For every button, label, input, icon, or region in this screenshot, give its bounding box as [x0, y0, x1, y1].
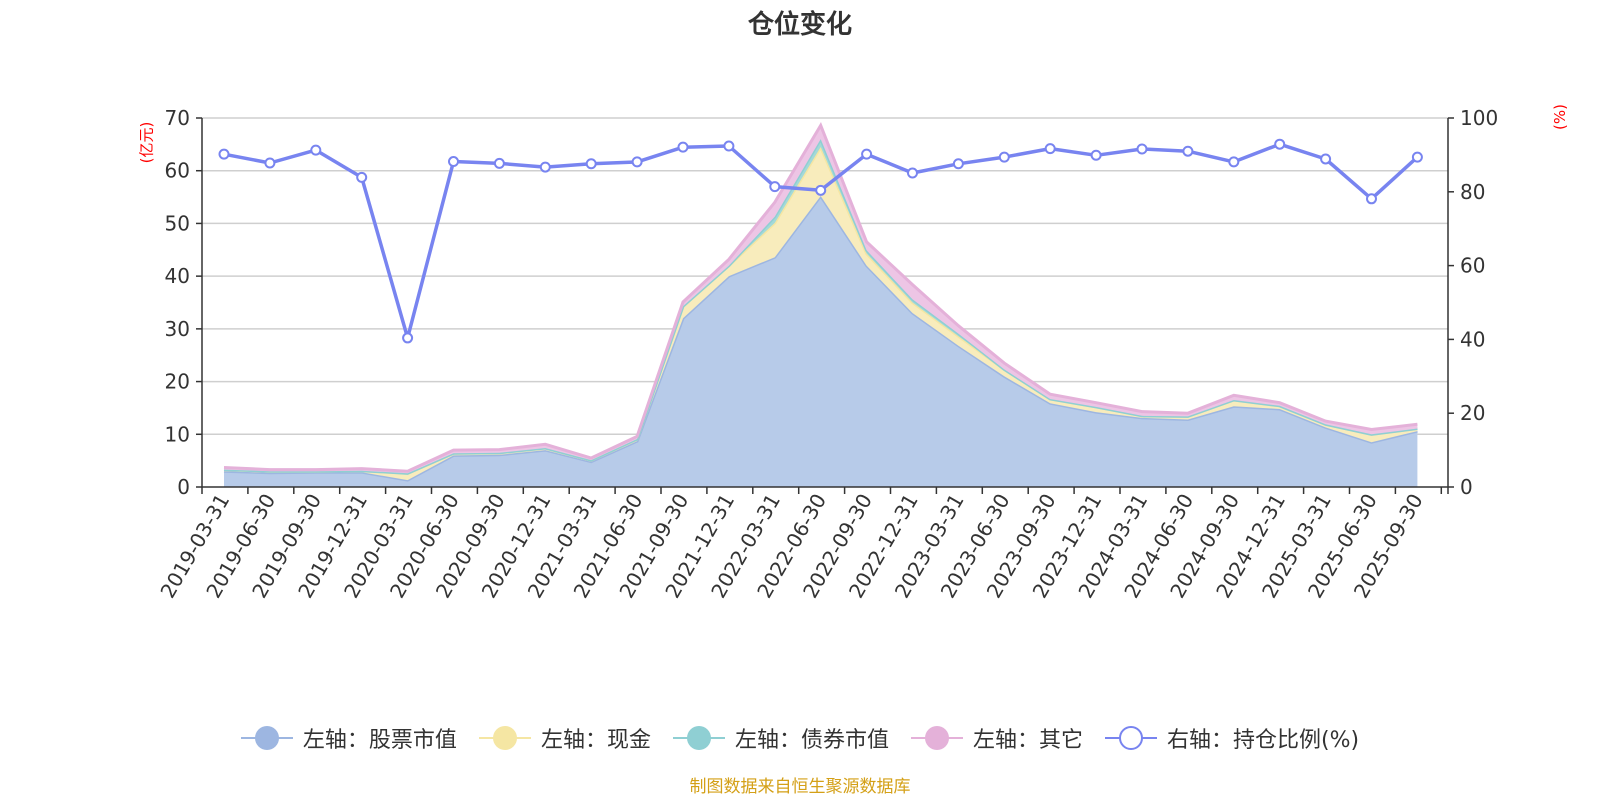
left-tick-label: 50: [165, 211, 190, 235]
legend-marker-other: [910, 725, 963, 751]
right-tick-label: 60: [1460, 254, 1485, 278]
ratio-point: [631, 156, 643, 168]
ratio-point: [448, 156, 459, 168]
ratio-point: [493, 157, 505, 169]
ratio-point: [264, 157, 276, 169]
ratio-point: [539, 161, 551, 173]
legend-marker-ratio: [1104, 725, 1157, 751]
legend-dot-cash: [492, 726, 517, 750]
legend-label-stock: 左轴：股票市值: [302, 728, 457, 753]
legend: 左轴：股票市值 左轴：现金 左轴：债券市值 左轴：其它 右轴：持仓比例(%): [0, 722, 1600, 754]
ratio-point: [218, 148, 230, 160]
legend-marker-cash: [478, 725, 531, 751]
right-tick-label: 40: [1460, 327, 1485, 351]
ratio-point: [1274, 138, 1286, 150]
ratio-point: [1320, 153, 1332, 165]
ratio-point: [1090, 149, 1102, 161]
ratio-point: [1366, 193, 1377, 205]
legend-item-cash[interactable]: 左轴：现金: [478, 722, 651, 754]
legend-label-other: 左轴：其它: [972, 728, 1083, 753]
legend-dot-bond: [686, 726, 711, 750]
legend-item-ratio[interactable]: 右轴：持仓比例(%): [1104, 722, 1360, 754]
left-tick-label: 30: [165, 317, 190, 341]
left-tick-label: 0: [177, 475, 190, 499]
legend-item-bond[interactable]: 左轴：债券市值: [672, 722, 889, 754]
ratio-point: [585, 158, 597, 170]
ratio-point: [1136, 143, 1148, 155]
legend-label-ratio: 右轴：持仓比例(%): [1166, 728, 1360, 753]
left-tick-label: 20: [165, 370, 190, 394]
legend-dot-ratio: [1118, 726, 1143, 750]
legend-item-other[interactable]: 左轴：其它: [910, 722, 1083, 754]
right-tick-label: 20: [1460, 401, 1485, 425]
ratio-point: [402, 332, 414, 344]
legend-label-cash: 左轴：现金: [540, 728, 651, 753]
data-source-footer: 制图数据来自恒生聚源数据库: [689, 777, 911, 797]
area-series: [224, 196, 1418, 487]
left-tick-label: 40: [165, 264, 190, 288]
ratio-point: [310, 144, 322, 156]
ratio-point: [1044, 143, 1056, 155]
ratio-point: [952, 158, 964, 170]
left-tick-label: 70: [165, 106, 190, 130]
ratio-point: [677, 141, 689, 153]
ratio-point: [998, 151, 1010, 163]
chart-title: 仓位变化: [747, 10, 852, 40]
ratio-point: [907, 167, 918, 179]
ratio-point: [356, 171, 368, 183]
right-tick-label: 100: [1460, 106, 1498, 130]
ratio-point: [815, 184, 827, 196]
left-tick-label: 60: [165, 159, 190, 183]
legend-marker-stock: [240, 725, 293, 751]
left-tick-label: 10: [165, 422, 190, 446]
right-tick-label: 0: [1460, 475, 1473, 499]
right-tick-label: 80: [1460, 180, 1485, 204]
legend-label-bond: 左轴：债券市值: [734, 728, 889, 753]
legend-dot-stock: [254, 726, 279, 750]
ratio-point: [1411, 151, 1423, 163]
legend-dot-other: [924, 726, 949, 750]
ratio-point: [1182, 145, 1194, 157]
legend-item-stock[interactable]: 左轴：股票市值: [240, 722, 457, 754]
legend-marker-bond: [672, 725, 725, 751]
ratio-point: [861, 148, 873, 160]
ratio-point: [723, 140, 735, 152]
ratio-point: [1228, 156, 1240, 168]
area-series-line: [223, 122, 1418, 473]
ratio-point: [769, 181, 781, 193]
